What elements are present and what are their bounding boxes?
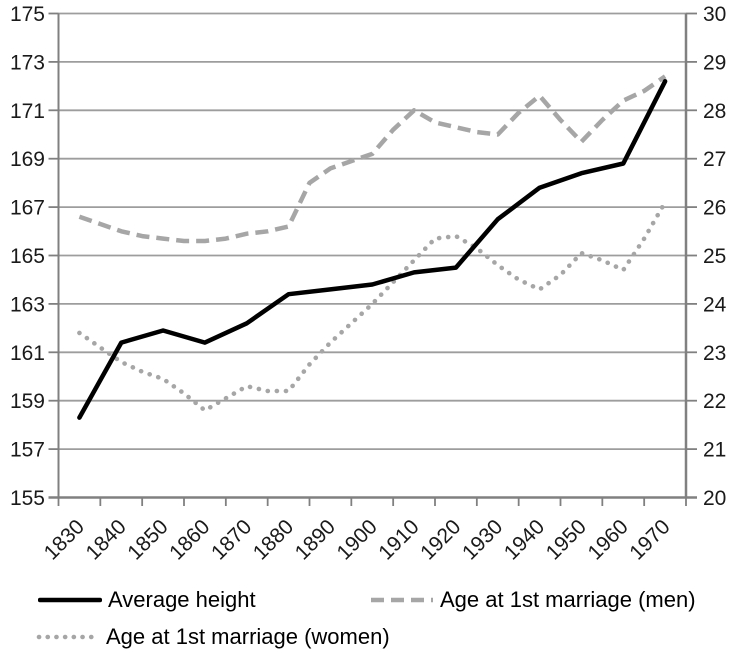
x-axis-label: 1930: [458, 515, 507, 564]
x-axis-label: 1960: [583, 515, 632, 564]
legend-label-marriage-women: Age at 1st marriage (women): [106, 624, 390, 649]
legend-item-average-height: Average height: [38, 587, 256, 613]
x-axis-label: 1860: [165, 515, 214, 564]
right-axis-label: 29: [703, 51, 726, 74]
left-axis-label: 159: [10, 390, 45, 413]
right-axis-label: 27: [703, 148, 726, 171]
x-axis-label: 1870: [207, 515, 256, 564]
left-axis-label: 161: [10, 342, 45, 365]
series-age-first-marriage-men: [78, 74, 667, 244]
left-axis-label: 175: [10, 3, 45, 26]
right-axis-label: 28: [703, 100, 726, 123]
dashed-line-swatch-icon: [371, 597, 433, 603]
left-axis-label: 169: [10, 148, 45, 171]
left-axis-label: 155: [10, 487, 45, 510]
x-axis-label: 1840: [81, 515, 130, 564]
series-average-height: [77, 79, 668, 420]
left-axis-label: 157: [10, 439, 45, 462]
right-axis-label: 20: [703, 487, 726, 510]
x-axis-label: 1920: [416, 515, 465, 564]
right-axis-label: 26: [703, 197, 726, 220]
legend-label-average-height: Average height: [108, 587, 256, 612]
right-axis-label: 25: [703, 245, 726, 268]
x-axis-label: 1970: [625, 515, 674, 564]
solid-line-swatch-icon: [38, 597, 102, 603]
legend-item-marriage-women: Age at 1st marriage (women): [36, 624, 390, 650]
left-axis-label: 163: [10, 293, 45, 316]
right-axis-label: 24: [703, 293, 727, 316]
dotted-line-swatch-icon: [36, 634, 100, 640]
series-age-first-marriage-women: [77, 200, 668, 413]
x-axis-label: 1830: [40, 515, 89, 564]
right-axis-label: 21: [703, 439, 726, 462]
x-axis-label: 1900: [332, 515, 381, 564]
right-axis-label: 22: [703, 390, 726, 413]
x-axis-label: 1910: [374, 515, 423, 564]
x-axis-label: 1880: [249, 515, 298, 564]
left-axis-label: 171: [10, 100, 45, 123]
x-axis-label: 1950: [542, 515, 591, 564]
legend-label-marriage-men: Age at 1st marriage (men): [440, 587, 696, 612]
x-axis-label: 1850: [123, 515, 172, 564]
left-axis-label: 165: [10, 245, 45, 268]
right-axis-label: 30: [703, 3, 726, 26]
legend-item-marriage-men: Age at 1st marriage (men): [370, 587, 696, 613]
left-axis-label: 167: [10, 197, 45, 220]
x-axis-label: 1940: [500, 515, 549, 564]
left-axis-label: 173: [10, 51, 45, 74]
x-axis-label: 1890: [291, 515, 340, 564]
right-axis-label: 23: [703, 342, 726, 365]
